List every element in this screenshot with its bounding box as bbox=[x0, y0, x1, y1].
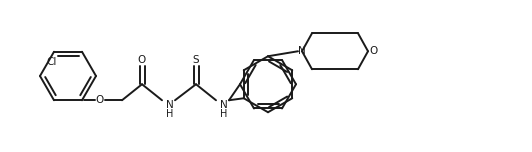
Text: N: N bbox=[298, 46, 306, 56]
Text: N: N bbox=[166, 100, 174, 110]
Text: H: H bbox=[220, 109, 228, 119]
Text: H: H bbox=[167, 109, 173, 119]
Text: O: O bbox=[96, 95, 104, 105]
Text: O: O bbox=[138, 55, 146, 65]
Text: O: O bbox=[369, 46, 377, 56]
Text: Cl: Cl bbox=[47, 57, 57, 67]
Text: S: S bbox=[193, 55, 200, 65]
Text: N: N bbox=[220, 100, 228, 110]
